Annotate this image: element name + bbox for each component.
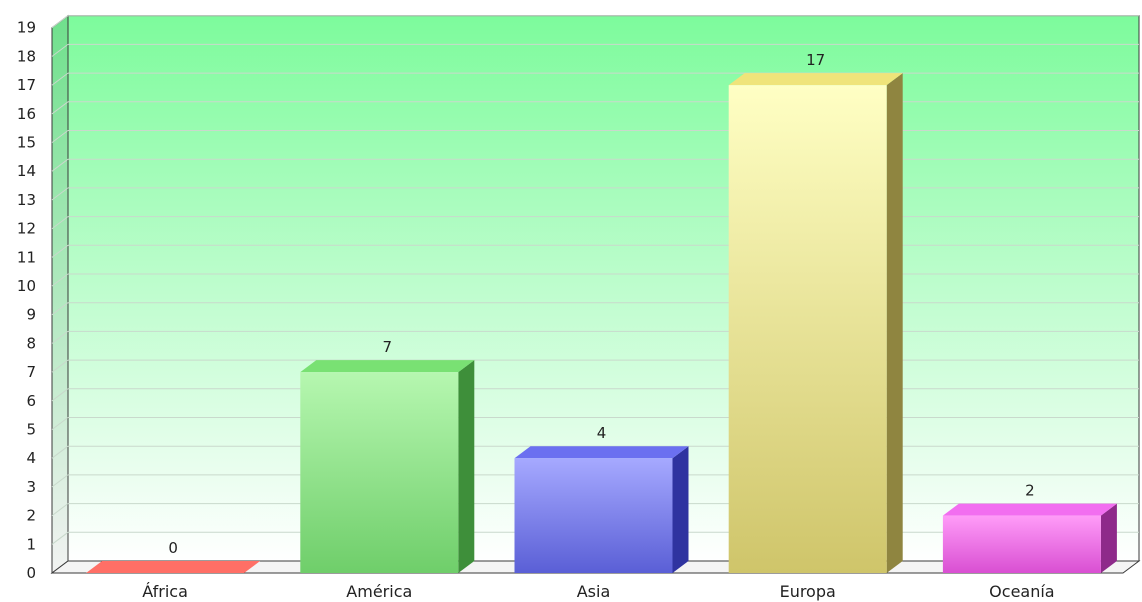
bar-front — [514, 458, 673, 573]
bar-side — [1100, 503, 1117, 573]
bar-top — [728, 73, 903, 86]
y-tick-label: 11 — [17, 248, 36, 266]
x-category-label: Europa — [780, 582, 836, 601]
gridline-side — [51, 187, 69, 201]
gridline-side — [51, 158, 69, 172]
bar-europa — [728, 73, 903, 573]
bar-side — [672, 446, 689, 573]
gridline-side — [51, 244, 69, 258]
gridline-side — [51, 388, 69, 402]
y-tick-label: 3 — [26, 478, 36, 496]
x-category-label: África — [142, 582, 188, 601]
plot-side-wall — [51, 14, 69, 574]
bar-front — [300, 372, 459, 573]
bar-side — [458, 360, 475, 573]
y-tick-label: 2 — [26, 507, 36, 525]
y-tick-label: 12 — [17, 220, 36, 238]
data-label: 7 — [383, 338, 393, 356]
bar-top — [514, 446, 689, 459]
gridline-side — [51, 44, 69, 57]
bar-side — [886, 73, 903, 573]
gridline-side — [51, 531, 69, 545]
y-tick-label: 10 — [17, 277, 36, 295]
gridline-side — [51, 359, 69, 373]
y-tick-label: 1 — [26, 535, 36, 553]
gridline-side — [51, 503, 69, 516]
y-tick-label: 5 — [26, 421, 36, 439]
gridline-side — [51, 273, 69, 287]
x-category-label: Oceanía — [989, 582, 1054, 601]
data-label: 4 — [597, 424, 607, 442]
gridline-side — [51, 417, 69, 430]
gridline-side — [51, 474, 69, 488]
bars: 0 África 7 América 4 Asia 17 Europa 2 Oceanía — [86, 51, 1117, 601]
gridline-side — [51, 445, 69, 459]
bar-front — [728, 85, 887, 573]
y-tick-label: 18 — [17, 47, 36, 65]
gridline-side — [51, 216, 69, 230]
y-tick-label: 4 — [26, 449, 36, 467]
bar-top — [86, 561, 261, 573]
gridline-side — [51, 15, 69, 29]
bar-top — [942, 503, 1117, 516]
y-tick-label: 7 — [26, 363, 36, 381]
y-tick-label: 14 — [17, 162, 36, 180]
y-tick-label: 9 — [26, 306, 36, 324]
y-tick-label: 16 — [17, 105, 36, 123]
bar-américa — [300, 360, 475, 573]
data-label: 17 — [806, 51, 825, 69]
gridline-side — [51, 330, 69, 344]
x-category-label: Asia — [577, 582, 611, 601]
y-tick-label: 13 — [17, 191, 36, 209]
gridline-side — [51, 101, 69, 115]
y-tick-label: 0 — [26, 564, 36, 582]
bar-asia — [514, 446, 689, 573]
bar-front — [942, 515, 1101, 573]
x-category-label: América — [346, 582, 412, 601]
y-tick-label: 8 — [26, 334, 36, 352]
bar-top — [300, 360, 475, 373]
y-tick-label: 19 — [17, 19, 36, 37]
gridline-side — [51, 72, 69, 86]
data-label: 0 — [168, 539, 178, 557]
bar-áfrica — [86, 561, 261, 573]
data-label: 2 — [1025, 482, 1035, 500]
y-tick-label: 17 — [17, 76, 36, 94]
y-tick-label: 6 — [26, 392, 36, 410]
y-tick-label: 15 — [17, 134, 36, 152]
bar-oceanía — [942, 503, 1117, 573]
gridline-side — [51, 302, 69, 316]
gridline-side — [51, 130, 69, 143]
